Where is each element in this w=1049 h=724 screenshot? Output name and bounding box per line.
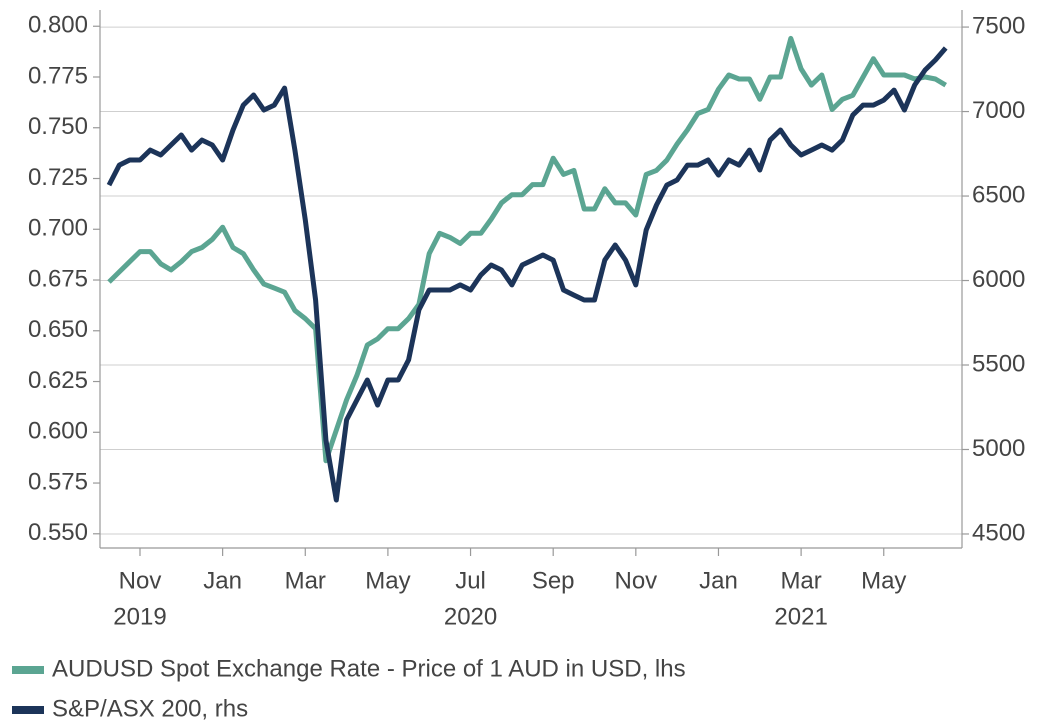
y-tick-label: 0.725	[28, 164, 88, 191]
y2-tick-label: 7500	[972, 12, 1025, 39]
y-tick-label: 0.575	[28, 468, 88, 495]
y-tick-label: 0.625	[28, 367, 88, 394]
y2-tick-label: 5000	[972, 435, 1025, 462]
y-tick-label: 0.800	[28, 12, 88, 39]
x-tick-label: May	[861, 567, 906, 594]
y-tick-label: 0.600	[28, 418, 88, 445]
y-tick-label: 0.700	[28, 215, 88, 242]
x-tick-label: Nov	[119, 567, 162, 594]
y-tick-label: 0.650	[28, 316, 88, 343]
series-line	[106, 46, 948, 503]
legend-label: S&P/ASX 200, rhs	[52, 695, 248, 722]
x-tick-label: Jan	[203, 567, 242, 594]
x-tick-label: May	[365, 567, 410, 594]
x-tick-label: Sep	[532, 567, 575, 594]
y-tick-label: 0.775	[28, 62, 88, 89]
y2-tick-label: 6000	[972, 266, 1025, 293]
x-tick-label: Mar	[285, 567, 326, 594]
y-tick-label: 0.550	[28, 519, 88, 546]
y2-tick-label: 6500	[972, 181, 1025, 208]
x-tick-label: Jul	[455, 567, 486, 594]
y2-tick-label: 5500	[972, 350, 1025, 377]
y-tick-label: 0.750	[28, 113, 88, 140]
x-tick-label: Mar	[780, 567, 821, 594]
year-label: 2020	[444, 603, 497, 630]
legend-label: AUDUSD Spot Exchange Rate - Price of 1 A…	[52, 655, 686, 682]
year-label: 2019	[113, 603, 166, 630]
y2-tick-label: 4500	[972, 519, 1025, 546]
y-tick-label: 0.675	[28, 265, 88, 292]
year-label: 2021	[774, 603, 827, 630]
x-tick-label: Jan	[699, 567, 738, 594]
x-tick-label: Nov	[614, 567, 657, 594]
y2-tick-label: 7000	[972, 97, 1025, 124]
series-line	[107, 35, 947, 464]
